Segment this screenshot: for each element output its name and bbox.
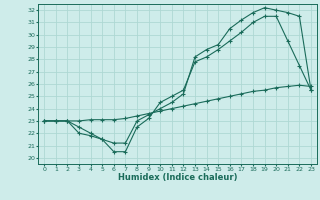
X-axis label: Humidex (Indice chaleur): Humidex (Indice chaleur) [118, 173, 237, 182]
